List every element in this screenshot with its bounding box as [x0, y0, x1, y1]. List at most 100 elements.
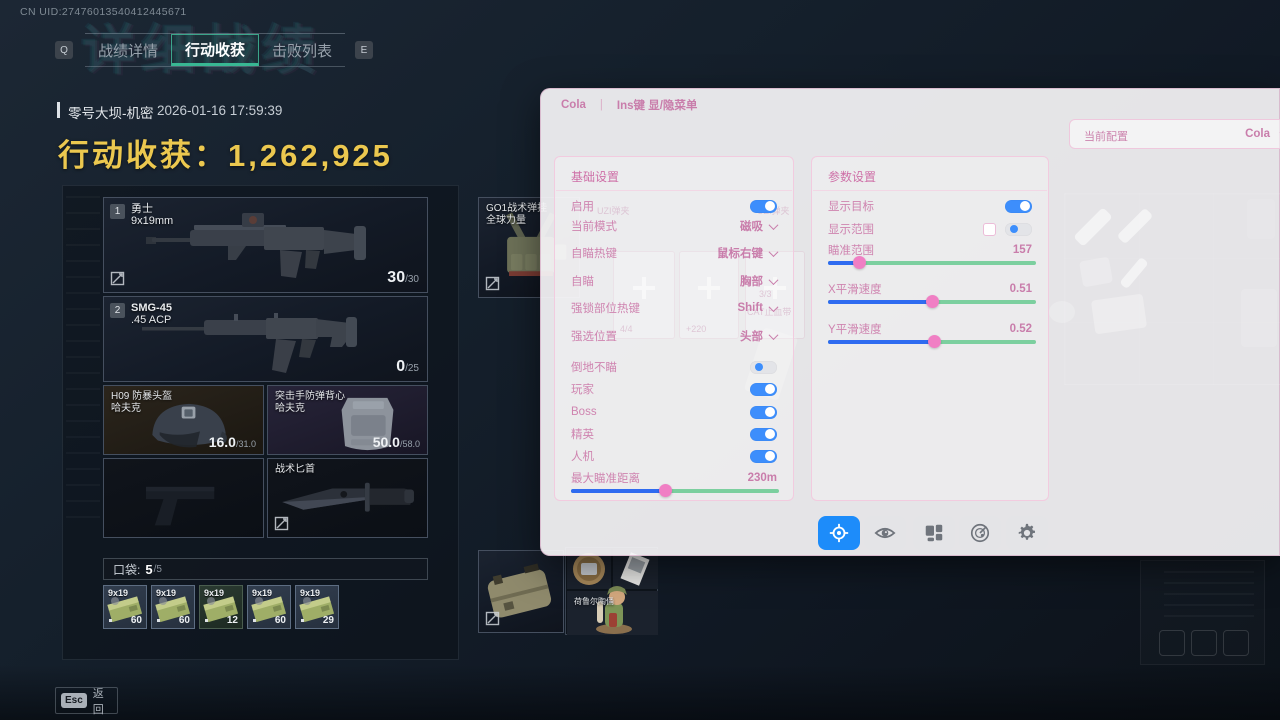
slot-number-badge: 1: [110, 204, 125, 219]
item-name: 勇士 9x19mm: [131, 203, 174, 227]
item-slot-primary1[interactable]: 1 勇士 9x19mm 30/30: [103, 197, 428, 293]
x-smooth-label: X平滑速度: [828, 284, 882, 296]
back-label: 返回: [92, 687, 104, 716]
chevron-down-icon: [768, 246, 779, 257]
bot-label: 人机: [571, 451, 594, 463]
page-title: 行动收获：1,262,925: [58, 138, 393, 173]
tab-loot-gains[interactable]: 行动收获: [171, 34, 259, 66]
pocket-header: 口袋: 5 /5: [103, 558, 428, 580]
ammo-slot[interactable]: 9x19 60: [247, 585, 291, 629]
enable-toggle[interactable]: [750, 199, 777, 213]
chevron-down-icon: [768, 301, 779, 312]
item-slot-pistol[interactable]: [103, 458, 264, 538]
map-accent-bar: [57, 102, 60, 118]
downed-noaim-toggle[interactable]: [750, 360, 777, 374]
ammo-count: 29: [322, 615, 334, 626]
uninsured-icon: [274, 516, 289, 531]
blocks-icon: [925, 524, 943, 542]
aim-part-label: 自瞄: [571, 276, 594, 288]
back-button[interactable]: Esc 返回: [55, 687, 118, 716]
dot: [205, 619, 208, 622]
radar-icon: [970, 523, 990, 543]
item-name: SMG-45 .45 ACP: [131, 302, 172, 326]
ghost-roll: [1090, 293, 1148, 335]
tab-battle-details[interactable]: 战绩详情: [97, 42, 158, 60]
y-smooth-slider[interactable]: [828, 335, 1036, 348]
force-part-label: 强选位置: [571, 331, 617, 343]
page-watermark: 详细战绩: [82, 21, 322, 81]
item-slot-vest[interactable]: 突击手防弹背心 哈夫克 50.0/58.0: [267, 385, 428, 455]
item-slot-case[interactable]: [478, 550, 564, 633]
uninsured-icon: [485, 611, 500, 626]
config-value: Cola: [1245, 128, 1270, 140]
boss-label: Boss: [571, 406, 597, 418]
downed-noaim-label: 倒地不瞄: [571, 362, 617, 374]
ammo-slot[interactable]: 9x19 12: [199, 585, 243, 629]
map-name: 零号大坝-机密: [68, 106, 154, 121]
aim-range-value: 157: [1012, 244, 1032, 256]
aim-part-dropdown[interactable]: 胸部: [740, 273, 779, 289]
tab-settings-button[interactable]: [1006, 516, 1048, 550]
tab-radar-button[interactable]: [959, 516, 1001, 550]
ghost-plate: [1049, 301, 1075, 323]
vest-image: [341, 397, 394, 451]
item-slot-knife[interactable]: 战术匕首: [267, 458, 428, 538]
max-distance-slider[interactable]: [571, 484, 779, 497]
faint-slot: [1223, 630, 1249, 656]
ammo-label: 9x19: [252, 588, 273, 598]
aim-range-slider[interactable]: [828, 256, 1036, 269]
param-settings-card: 参数设置 显示目标 显示范围 瞄准范围 157 X平滑速度: [811, 156, 1049, 501]
show-range-label: 显示范围: [828, 224, 874, 236]
dot: [301, 619, 304, 622]
bottom-gradient: [0, 665, 1280, 720]
x-smooth-value: 0.51: [1009, 283, 1032, 295]
boss-toggle[interactable]: [750, 405, 777, 419]
rifle-image: [146, 213, 366, 278]
ammo-box-image: [203, 596, 239, 623]
chevron-down-icon: [768, 219, 779, 230]
ammo-label: 9x19: [204, 588, 225, 598]
x-smooth-slider[interactable]: [828, 295, 1036, 308]
aim-hotkey-dropdown[interactable]: 鼠标右键: [717, 245, 779, 261]
section-title: 参数设置: [828, 170, 877, 184]
ammo-count: 60: [178, 615, 190, 626]
ammo-slot[interactable]: 9x19 29: [295, 585, 339, 629]
bot-toggle[interactable]: [750, 449, 777, 463]
slot-number-badge: 2: [110, 303, 125, 318]
ghost-item: [1247, 199, 1275, 239]
show-range-checkbox[interactable]: [983, 222, 996, 236]
ammo-label: 9x19: [156, 588, 177, 598]
item-slot-primary2[interactable]: 2 SMG-45 .45 ACP 0/25: [103, 296, 428, 382]
elite-toggle[interactable]: [750, 427, 777, 441]
match-timestamp: 2026-01-16 17:59:39: [157, 103, 283, 118]
item-slot-figurine[interactable]: 荷鲁尔陶俑: [567, 586, 658, 635]
ammo-slot[interactable]: 9x19 60: [103, 585, 147, 629]
cheat-menu-overlay: UZI弹夹 UZI弹夹 4/4 +220 3/3 CAT止血带 Cola | I…: [540, 88, 1280, 556]
config-dropdown[interactable]: 当前配置 Cola: [1069, 119, 1280, 149]
tab-kill-list[interactable]: 击败列表: [271, 42, 332, 60]
player-toggle[interactable]: [750, 382, 777, 396]
tab-items-button[interactable]: [913, 516, 955, 550]
mode-dropdown[interactable]: 磁吸: [740, 218, 779, 234]
item-name: 荷鲁尔陶俑: [574, 597, 614, 606]
figurine-image: [596, 586, 632, 634]
item-slot-helmet[interactable]: H09 防暴头盔 哈夫克 16.0/31.0: [103, 385, 264, 455]
max-distance-value: 230m: [747, 472, 777, 484]
divider: [556, 190, 792, 191]
show-target-label: 显示目标: [828, 201, 874, 213]
lock-hotkey-label: 强锁部位热键: [571, 303, 640, 315]
show-target-toggle[interactable]: [1005, 199, 1032, 213]
pistol-image: [146, 486, 215, 526]
uninsured-icon: [110, 271, 125, 286]
gear-icon: [1018, 523, 1035, 540]
ammo-slot[interactable]: 9x19 60: [151, 585, 195, 629]
music-box-image: [573, 553, 605, 585]
y-smooth-value: 0.52: [1009, 323, 1032, 335]
crosshair-icon: [829, 523, 849, 543]
tab-aimbot-button[interactable]: [818, 516, 860, 550]
force-part-dropdown[interactable]: 头部: [740, 328, 779, 344]
lock-hotkey-dropdown[interactable]: Shift: [737, 301, 779, 314]
show-range-toggle[interactable]: [1005, 222, 1032, 236]
tab-visuals-button[interactable]: [864, 516, 906, 550]
ghost-item: [1073, 207, 1113, 247]
